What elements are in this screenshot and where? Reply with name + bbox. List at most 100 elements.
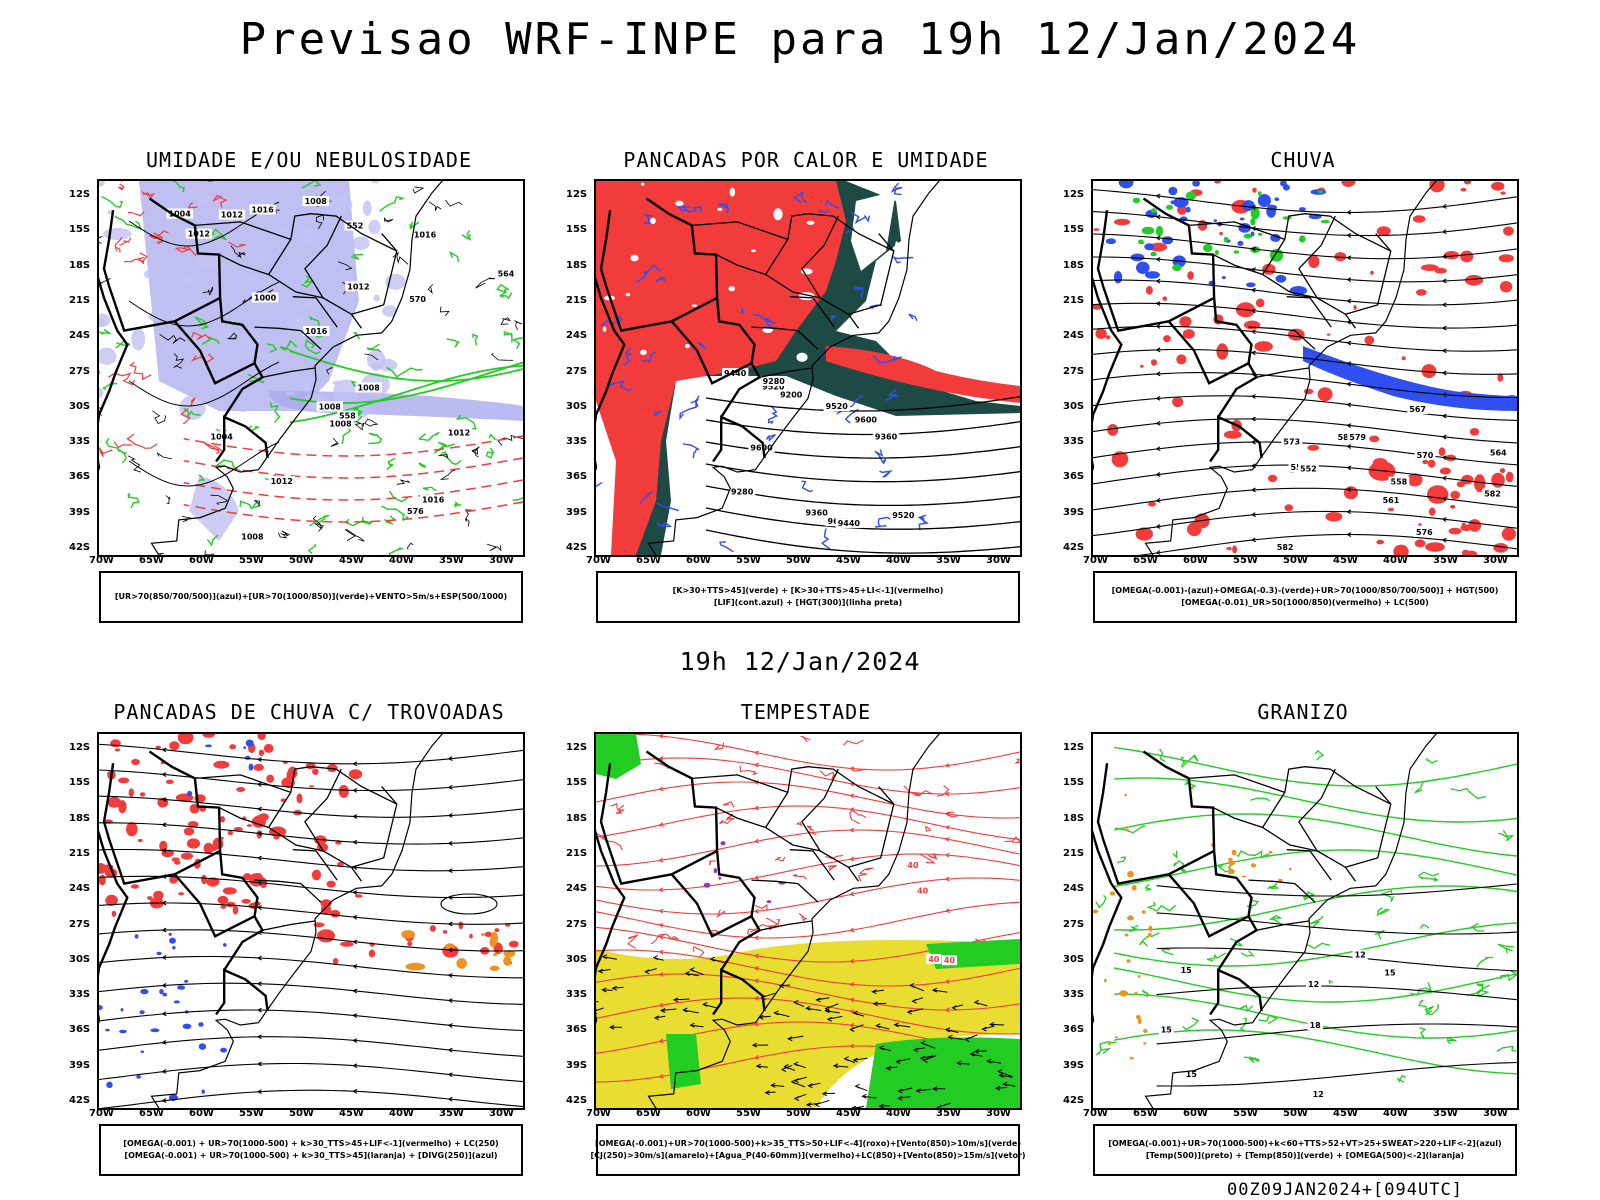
humidity-contour-green (183, 407, 201, 419)
thunderstorm-cell-red (203, 842, 214, 854)
divergence-cell-blue (120, 1008, 124, 1012)
legend-box: [K>30+TTS>45](verde) + [K>30+TTS>45+LI<-… (596, 571, 1020, 623)
humidity-contour-green (127, 492, 140, 509)
streamline-arrow (658, 887, 664, 893)
country-border (1093, 829, 1123, 1024)
latitude-tick-label: 21S (69, 294, 91, 306)
temperature-850 (1159, 748, 1166, 763)
latitude-tick-label: 21S (566, 294, 588, 306)
omega-500-orange (1129, 1056, 1134, 1060)
precipitable-water-contour (851, 768, 867, 772)
streamline-arrow (447, 756, 453, 762)
wind-vector-850 (894, 1024, 911, 1028)
lifted-index-contour (765, 434, 776, 442)
longitude-tick-label: 35W (439, 555, 464, 566)
omega-cell-blue (1282, 184, 1290, 191)
clear-pocket (729, 187, 736, 197)
temperature-850 (1500, 970, 1517, 982)
longitude-tick-label: 50W (786, 1108, 811, 1119)
streamline-arrow (161, 983, 167, 988)
rain-cell-red (1460, 187, 1467, 192)
streamline-arrow (1250, 329, 1256, 335)
rain-cell-red (1414, 539, 1426, 548)
humidity-cell-blue (107, 210, 113, 215)
wind-vector-850 (787, 1036, 793, 1042)
thunderstorm-cell-red (338, 784, 349, 798)
thunderstorm-cell-red (508, 940, 519, 948)
rain-cell-red (1461, 474, 1474, 485)
wind-vector-850 (673, 998, 690, 1001)
rain-cell-red (1461, 522, 1466, 528)
state-border (351, 786, 398, 868)
precipitable-water-contour (825, 854, 844, 860)
streamline (100, 1089, 523, 1108)
legend-text: [CJ(250)>30m/s](amarelo)+[Agua_P(40-60mm… (590, 1151, 1026, 1160)
contour-label-bg (760, 381, 787, 392)
divergence-cell-blue (136, 1075, 141, 1079)
lifted-index-contour (719, 541, 734, 553)
omega-cell-green (1172, 264, 1182, 272)
precipitable-water-contour (596, 901, 1020, 939)
streamline-arrow (256, 1089, 262, 1094)
geopotential-300hPa (705, 419, 1020, 436)
streamline-arrow (849, 827, 855, 833)
temperature-850 (1114, 922, 1517, 967)
precipitable-water-contour (725, 813, 735, 822)
contour-label-bg (722, 368, 749, 379)
humidity-cell-blue (99, 387, 104, 399)
streamline-arrow (352, 814, 358, 819)
omega-500-orange (1103, 978, 1107, 983)
omega-cell-green (1250, 207, 1260, 220)
wind-vector-850 (765, 1091, 776, 1094)
latitude-tick-label: 33S (1063, 989, 1085, 1001)
streamline-arrow (753, 953, 759, 959)
precipitable-water-contour (750, 918, 781, 933)
clear-pocket (691, 304, 698, 307)
longitude-tick-label: 65W (139, 1108, 164, 1119)
longitude-tick-label: 40W (1383, 555, 1408, 566)
geopotential-300hPa (705, 529, 1020, 554)
longitude-tick-label: 50W (289, 1108, 314, 1119)
temperature-850 (1447, 1036, 1457, 1045)
thickness-line (183, 479, 523, 501)
wind-vector-850 (596, 1007, 604, 1012)
contour-label-bg (1414, 527, 1435, 537)
lifted-index-contour (850, 211, 871, 224)
divergence-cell-blue (162, 992, 168, 997)
thunderstorm-cell-red (232, 905, 239, 915)
temperature-850 (1095, 894, 1107, 909)
wind-vector (363, 418, 379, 427)
temperature-850 (1138, 932, 1160, 947)
thunderstorm-cell-red (340, 941, 354, 947)
longitude-tick-label: 55W (736, 1108, 761, 1119)
precipitable-water-contour (919, 853, 937, 864)
humidity-contour-green (99, 359, 101, 374)
omega-cell-green (1151, 208, 1157, 213)
humidity-contour-green (99, 328, 113, 335)
latitude-tick-label: 15S (566, 777, 588, 789)
wind-vector-850 (826, 1016, 833, 1022)
wind-vector (439, 469, 456, 480)
rain-cell-red (1463, 181, 1472, 185)
omega-500-orange (1109, 891, 1116, 896)
humidity-cell-blue (324, 195, 353, 215)
wind-vector-850 (854, 1083, 860, 1089)
streamline-arrow (1250, 246, 1256, 252)
omega-cell-green (1166, 204, 1173, 210)
streamline-arrow (161, 1011, 167, 1017)
country-border (148, 750, 222, 851)
latitude-tick-label: 18S (566, 812, 588, 824)
streamline-arrow (753, 780, 759, 785)
rain-cell-red (1179, 316, 1192, 328)
temperature-850 (1497, 943, 1515, 954)
wind-vector-850 (843, 1056, 849, 1062)
contour-label: 12 (1313, 1090, 1324, 1099)
contour-label: 552 (347, 222, 364, 231)
divergence-cell-blue (173, 1000, 180, 1004)
wind-vector-850 (611, 985, 617, 991)
temperature-850 (1314, 749, 1325, 761)
streamline-arrow (1346, 210, 1352, 215)
thunderstorm-cell-orange (481, 933, 485, 937)
thickness-contour-red (126, 433, 158, 449)
streamline-arrow (944, 979, 950, 984)
